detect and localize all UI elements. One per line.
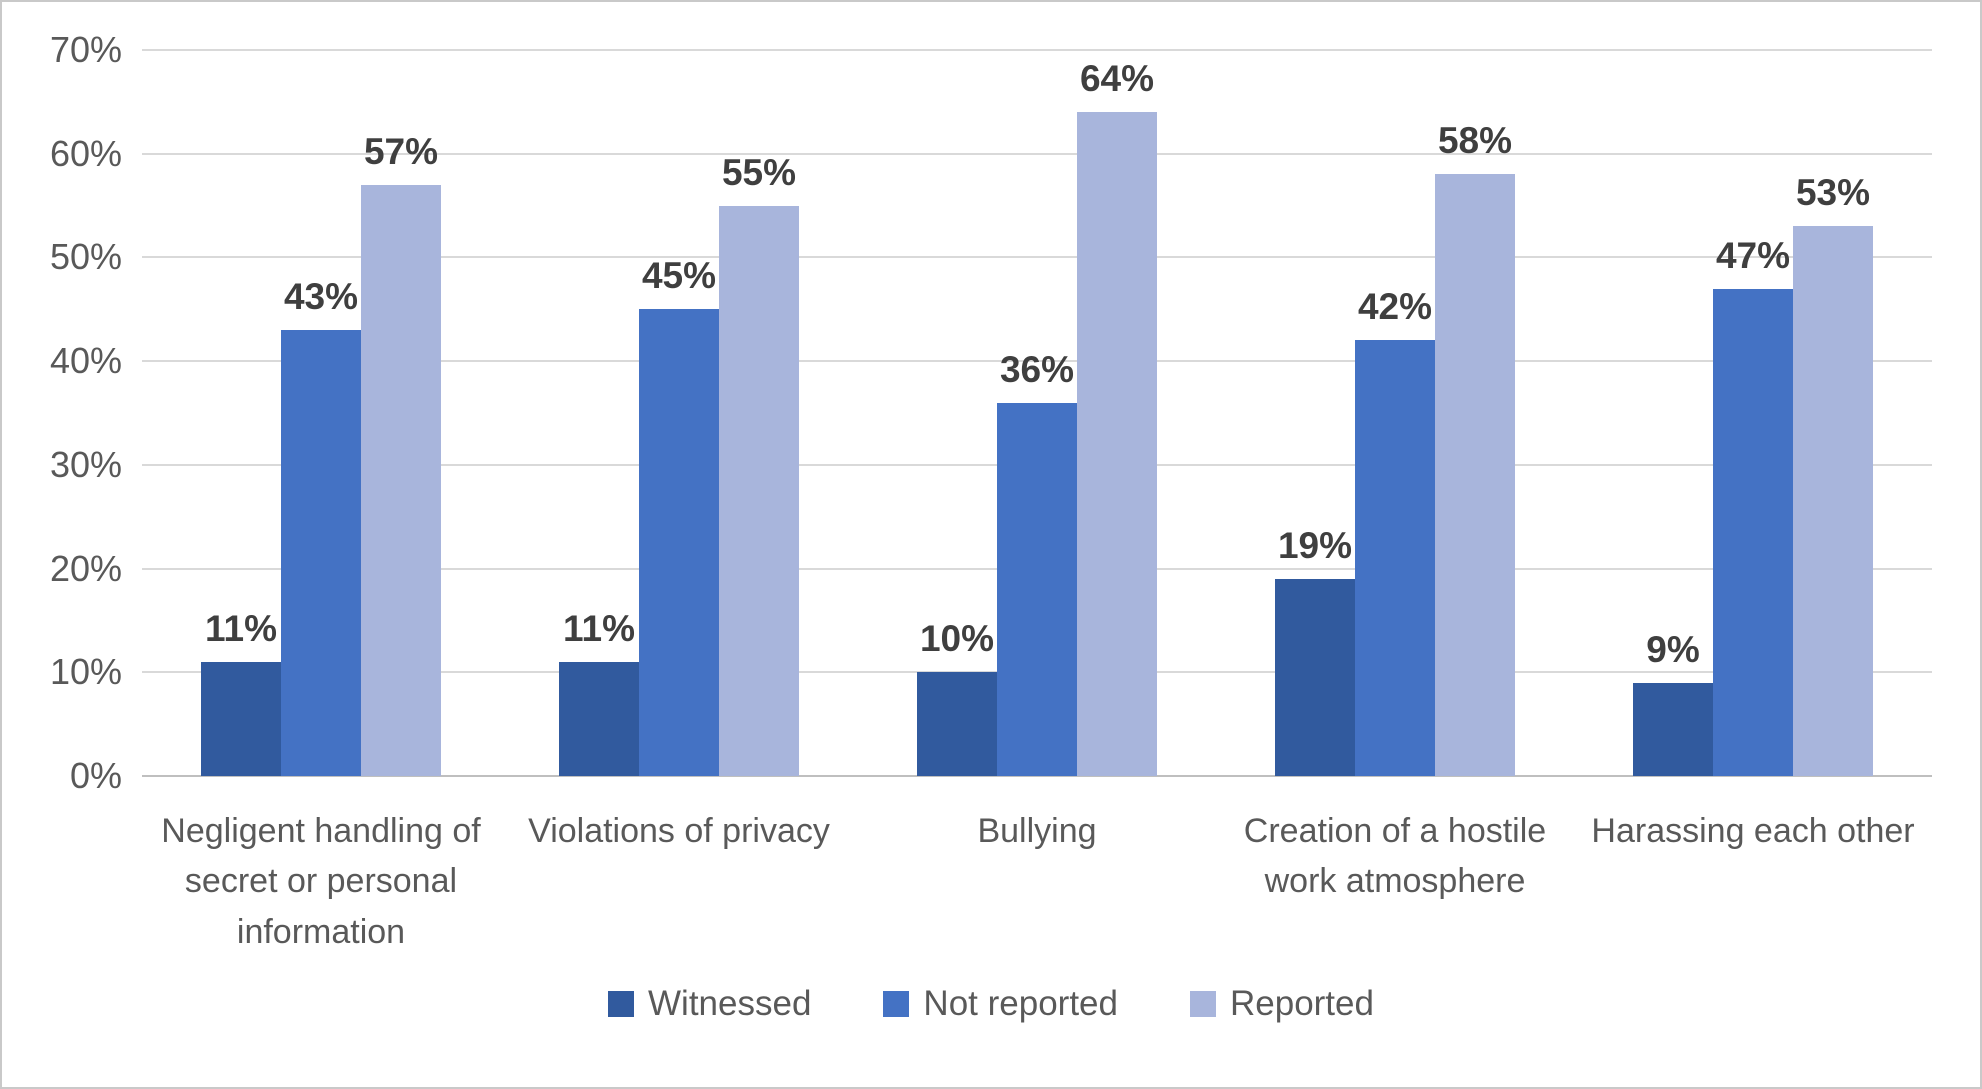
x-category-label-3: Bullying [977, 812, 1097, 850]
bar-reported: 55% [719, 152, 799, 776]
data-label: 57% [363, 131, 439, 172]
data-label: 19% [1277, 525, 1353, 566]
data-label: 55% [721, 152, 797, 193]
bar-witnessed: 9% [1633, 629, 1713, 776]
data-label: 45% [641, 255, 717, 296]
legend-swatch-icon [883, 991, 910, 1017]
legend-label: Witnessed [648, 984, 812, 1023]
bar-group-2: 11% 45% 55% [500, 50, 858, 776]
data-label: 11% [204, 608, 278, 649]
legend-item-not-reported: Not reported [883, 984, 1118, 1024]
bar-reported: 53% [1793, 172, 1873, 776]
bar-reported: 58% [1435, 120, 1515, 776]
bar-group-5: 9% 47% 53% [1574, 50, 1932, 776]
bar-group-4: 19% 42% 58% [1216, 50, 1574, 776]
bar-witnessed: 19% [1275, 525, 1355, 776]
x-category-label-4: Creation of a hostile work atmosphere [1243, 812, 1547, 901]
bar-witnessed: 10% [917, 618, 997, 776]
x-axis-labels: Negligent handling of secret or personal… [142, 806, 1932, 957]
x-category-label-2: Violations of privacy [528, 812, 830, 850]
y-tick-label-20: 20% [49, 547, 122, 589]
data-label: 36% [999, 349, 1075, 390]
gridline-70 [142, 49, 1932, 51]
gridline-50 [142, 256, 1932, 259]
y-tick-label-10: 10% [49, 651, 122, 693]
legend-swatch-icon [608, 991, 635, 1017]
y-tick-label-0: 0% [69, 755, 122, 796]
bar-not-reported: 45% [639, 255, 719, 776]
bar-not-reported: 36% [997, 349, 1077, 776]
data-label: 53% [1795, 172, 1871, 213]
y-tick-label-70: 70% [49, 29, 122, 70]
gridline-60 [142, 152, 1932, 155]
bar-not-reported: 47% [1713, 235, 1793, 776]
gridline-40 [142, 360, 1932, 363]
bar-not-reported: 43% [281, 276, 361, 776]
y-tick-label-40: 40% [49, 340, 122, 382]
legend-label: Not reported [923, 984, 1118, 1023]
bar-reported: 57% [361, 131, 441, 776]
bar-reported: 64% [1077, 58, 1157, 776]
x-category-label-5: Harassing each other [1591, 812, 1915, 850]
data-label: 43% [283, 276, 359, 317]
bar-group-1: 11% 43% 57% [142, 50, 500, 776]
y-tick-label-50: 50% [49, 236, 122, 278]
bar-witnessed: 11% [559, 608, 639, 776]
data-label: 11% [562, 608, 636, 649]
legend-swatch-icon [1189, 991, 1216, 1017]
data-label: 58% [1437, 120, 1513, 161]
data-label: 47% [1715, 235, 1791, 276]
plot-area: 11% 43% 57% 11% 45% 55% 10% 36% 64% 19% 42% 58% 9% 47… [142, 49, 1932, 777]
data-label: 64% [1079, 58, 1155, 99]
y-tick-label-30: 30% [49, 443, 122, 485]
y-tick-label-60: 60% [49, 132, 122, 174]
bar-witnessed: 11% [201, 608, 281, 776]
bar-groups: 11% 43% 57% 11% 45% 55% 10% 36% 64% 19% 42% 58% 9% 47… [142, 50, 1932, 776]
x-category-label-1: Negligent handling of secret or personal… [161, 812, 481, 951]
legend-item-witnessed: Witnessed [608, 984, 811, 1024]
legend: Witnessed Not reported Reported [2, 984, 1980, 1024]
data-label: 10% [919, 618, 995, 659]
bar-not-reported: 42% [1355, 286, 1435, 776]
legend-label: Reported [1229, 984, 1374, 1023]
data-label: 9% [1646, 629, 1700, 670]
x-axis-line [142, 775, 1932, 777]
legend-item-reported: Reported [1189, 984, 1374, 1024]
bar-group-3: 10% 36% 64% [858, 50, 1216, 776]
data-label: 42% [1357, 286, 1433, 327]
